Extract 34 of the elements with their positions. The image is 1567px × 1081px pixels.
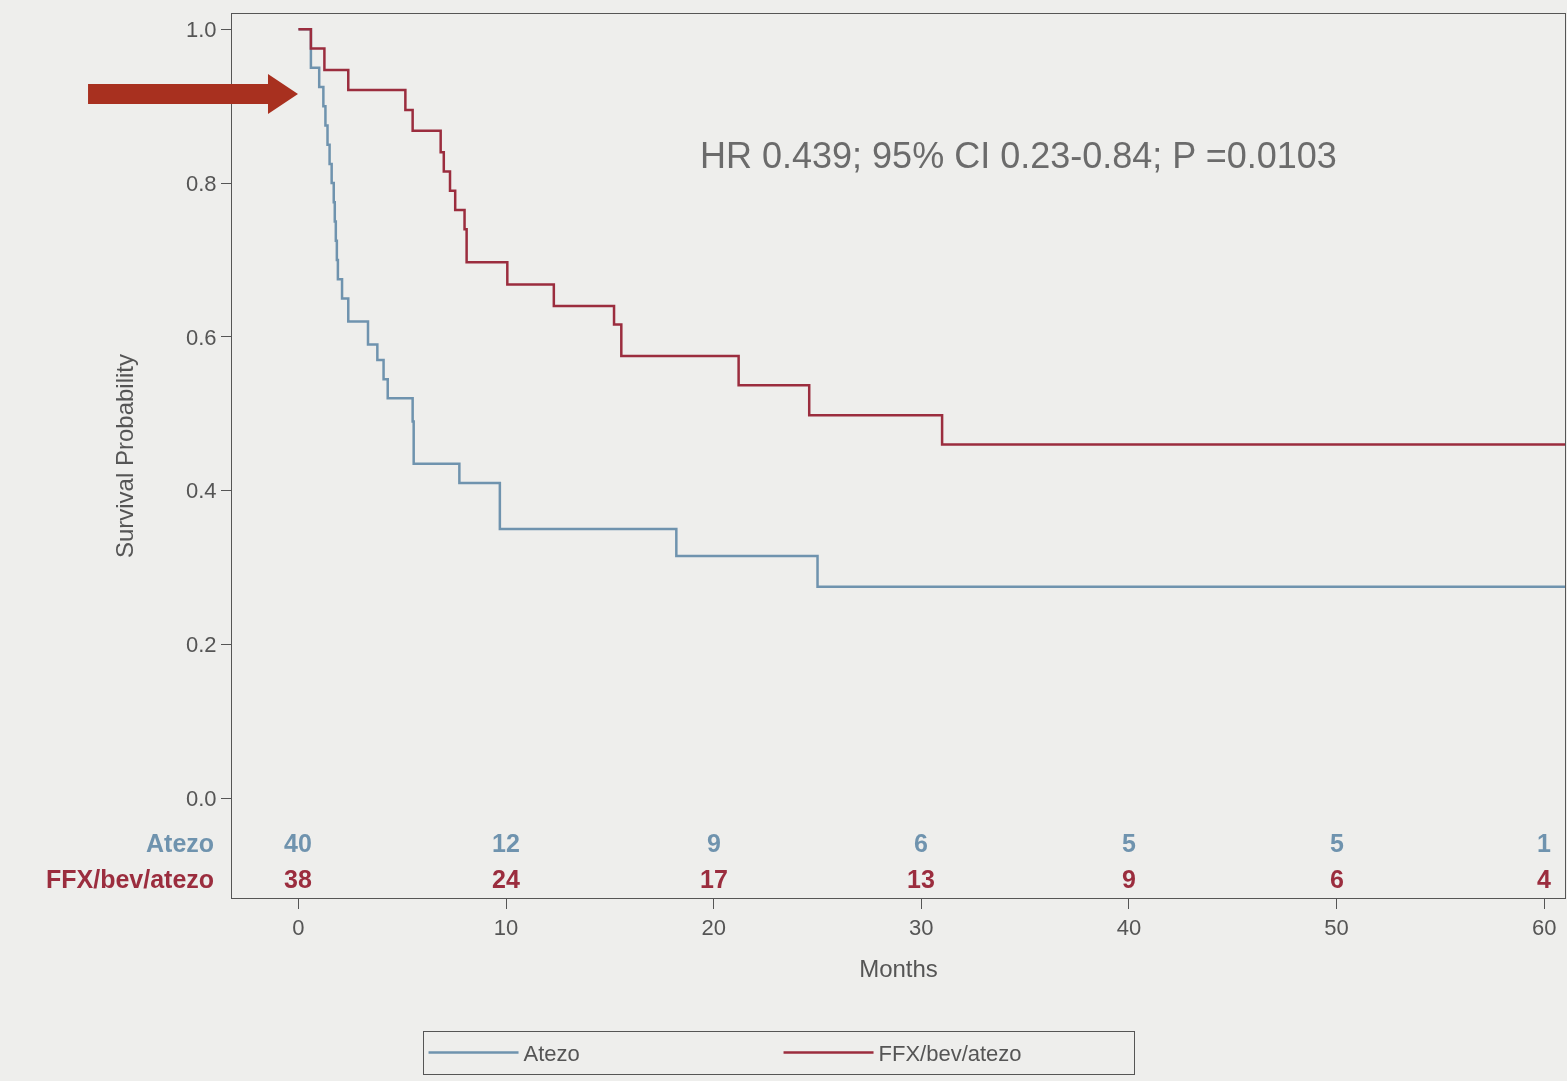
annotation: 9	[1122, 865, 1136, 893]
annotation: 5	[1122, 829, 1136, 857]
y-tick-label: 0.4	[186, 478, 217, 504]
annotation: 9	[707, 829, 721, 857]
annotation: HR 0.439; 95% CI 0.23-0.84; P =0.0103	[700, 135, 1337, 176]
annotation: 13	[907, 865, 935, 893]
x-tick-label: 20	[701, 915, 726, 941]
text: FFX/bev/atezo	[46, 865, 215, 893]
annotation: 4	[1537, 865, 1551, 893]
x-tick-label: 40	[1116, 915, 1142, 941]
annotation: 40	[284, 829, 312, 857]
annotation: 12	[492, 829, 520, 857]
y-tick-label: 1.0	[186, 17, 217, 43]
x-tick-label: 0	[292, 915, 305, 941]
legend-label: Atezo	[523, 1041, 580, 1067]
annotation: 24	[492, 865, 520, 893]
x-tick-label: 30	[909, 915, 934, 941]
legend-label: FFX/bev/atezo	[878, 1041, 1022, 1067]
x-tick-label: 50	[1324, 915, 1349, 941]
annotation: 5	[1330, 829, 1344, 857]
annotation: 6	[1330, 865, 1344, 893]
x-tick-label: 10	[493, 915, 519, 941]
y-tick-label: 0.0	[186, 785, 217, 811]
y-tick-label: 0.2	[186, 632, 217, 658]
y-tick-label: 0.8	[186, 170, 217, 196]
x-tick-label: 60	[1532, 915, 1557, 941]
x-axis-title: Months	[859, 954, 938, 982]
text: Atezo	[146, 829, 215, 857]
annotation: 38	[284, 865, 312, 893]
annotation: 17	[700, 865, 728, 893]
annotation: 1	[1537, 829, 1551, 857]
y-tick-label: 0.6	[186, 324, 217, 350]
annotation: 6	[914, 829, 928, 857]
y-axis-title: Survival Probability	[111, 353, 139, 559]
